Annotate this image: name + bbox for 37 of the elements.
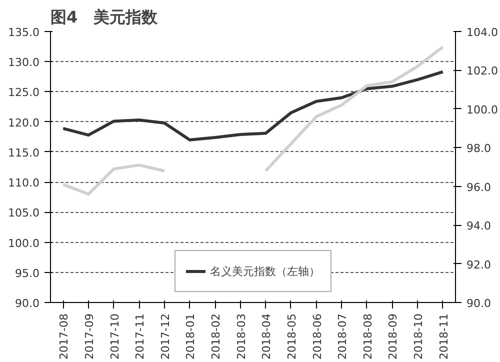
x-tick-label: 2017-11 — [134, 313, 147, 360]
x-tick-label: 2018-01 — [184, 313, 198, 360]
x-tick-label: 2018-11 — [437, 313, 450, 360]
y-tick-label: 120.0 — [8, 116, 40, 130]
x-tick-label: 2018-06 — [310, 313, 324, 360]
y-tick-label: 90.0 — [15, 297, 40, 310]
y-tick-label: 125.0 — [8, 86, 40, 100]
y2-tick-label: 90.0 — [466, 297, 491, 310]
x-tick-label: 2018-08 — [361, 313, 374, 360]
y2-tick-label: 94.0 — [466, 220, 491, 233]
y-tick-label: 105.0 — [8, 206, 40, 220]
x-tick-label: 2017-12 — [158, 313, 172, 360]
y2-tick-label: 92.0 — [466, 258, 491, 272]
y2-tick-label: 98.0 — [466, 142, 491, 156]
line-series — [62, 70, 444, 142]
x-tick-label: 2018-09 — [386, 313, 400, 360]
y-tick-label: 130.0 — [8, 56, 40, 70]
x-tick-label: 2018-05 — [285, 313, 298, 360]
y2-tick-label: 102.0 — [466, 64, 498, 78]
x-tick-label: 2018-04 — [260, 313, 274, 360]
y-tick-label: 95.0 — [15, 266, 40, 280]
x-tick-label: 2017-09 — [82, 313, 96, 360]
x-tick-label: 2018-02 — [210, 313, 223, 360]
y2-tick-label: 100.0 — [466, 103, 498, 116]
y2-tick-label: 96.0 — [466, 180, 491, 194]
y-tick-label: 135.0 — [8, 26, 40, 39]
x-tick-label: 2018-03 — [234, 313, 248, 360]
y-tick-label: 100.0 — [8, 236, 40, 250]
legend-label: 名义美元指数（左轴） — [210, 264, 320, 278]
x-tick-label: 2018-07 — [336, 313, 350, 360]
chart-title: 图4 美元指数 — [50, 8, 159, 26]
y-tick-label: 115.0 — [8, 146, 40, 160]
x-tick-label: 2018-10 — [412, 313, 426, 360]
y-tick-label: 110.0 — [8, 176, 40, 190]
x-tick-label: 2017-08 — [58, 313, 71, 360]
y2-tick-label: 104.0 — [466, 26, 498, 39]
x-tick-label: 2017-10 — [108, 313, 122, 360]
